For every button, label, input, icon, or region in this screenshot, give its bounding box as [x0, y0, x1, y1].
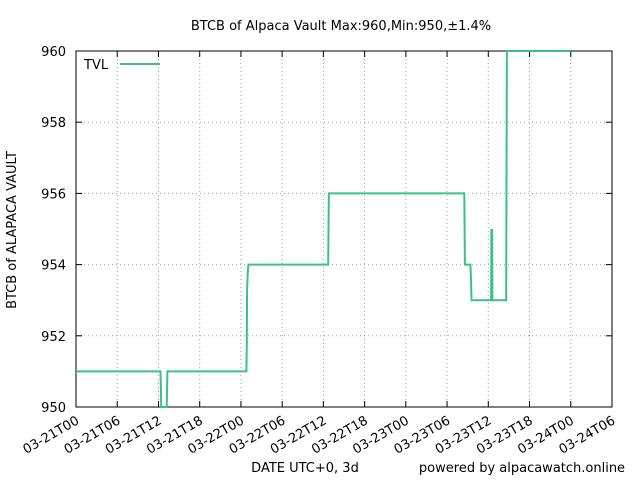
y-tick-label: 952	[41, 330, 66, 345]
axes	[75, 50, 613, 408]
series-line-tvl	[76, 50, 571, 408]
ticks: 95095295495695896003-21T0003-21T0603-21T…	[21, 45, 618, 458]
x-axis-label: DATE UTC+0, 3d	[251, 461, 359, 476]
y-axis-label: BTCB of ALAPACA VAULT	[5, 151, 20, 309]
chart-title: BTCB of Alpaca Vault Max:960,Min:950,±1.…	[191, 19, 491, 34]
y-tick-label: 954	[41, 259, 66, 274]
plot-frame	[75, 50, 613, 408]
grid-lines	[76, 51, 612, 407]
legend: TVL	[83, 58, 160, 73]
series-layer	[76, 50, 571, 408]
legend-label: TVL	[83, 58, 109, 73]
y-tick-label: 960	[41, 45, 66, 60]
y-tick-label: 958	[41, 116, 66, 131]
footer-credit: powered by alpacawatch.online	[419, 461, 625, 476]
y-tick-label: 950	[41, 401, 66, 416]
y-tick-label: 956	[41, 187, 66, 202]
